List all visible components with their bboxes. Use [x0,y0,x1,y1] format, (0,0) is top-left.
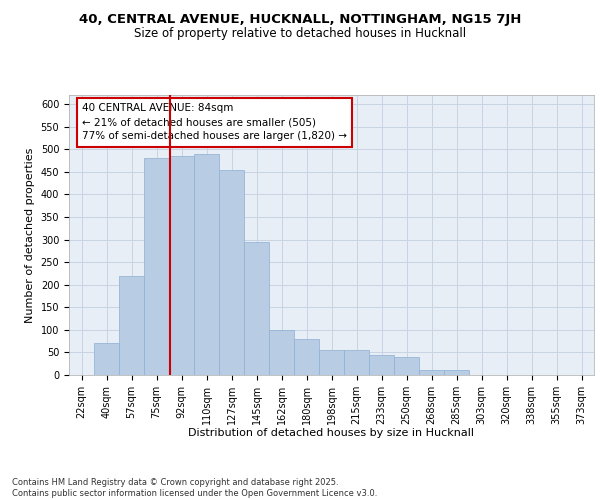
Text: Contains HM Land Registry data © Crown copyright and database right 2025.
Contai: Contains HM Land Registry data © Crown c… [12,478,377,498]
Bar [419,370,444,375]
Bar [244,242,269,375]
Bar [94,344,119,375]
Bar [144,158,169,375]
Y-axis label: Number of detached properties: Number of detached properties [25,148,35,322]
Bar [294,339,319,375]
Text: Size of property relative to detached houses in Hucknall: Size of property relative to detached ho… [134,28,466,40]
Bar [369,354,394,375]
Bar [344,350,369,375]
Text: 40 CENTRAL AVENUE: 84sqm
← 21% of detached houses are smaller (505)
77% of semi-: 40 CENTRAL AVENUE: 84sqm ← 21% of detach… [82,104,347,142]
Bar [319,350,344,375]
Text: 40, CENTRAL AVENUE, HUCKNALL, NOTTINGHAM, NG15 7JH: 40, CENTRAL AVENUE, HUCKNALL, NOTTINGHAM… [79,12,521,26]
Bar [194,154,219,375]
Bar [219,170,244,375]
Bar [444,370,469,375]
Bar [119,276,144,375]
Bar [394,357,419,375]
X-axis label: Distribution of detached houses by size in Hucknall: Distribution of detached houses by size … [188,428,475,438]
Bar [269,330,294,375]
Bar [169,156,194,375]
